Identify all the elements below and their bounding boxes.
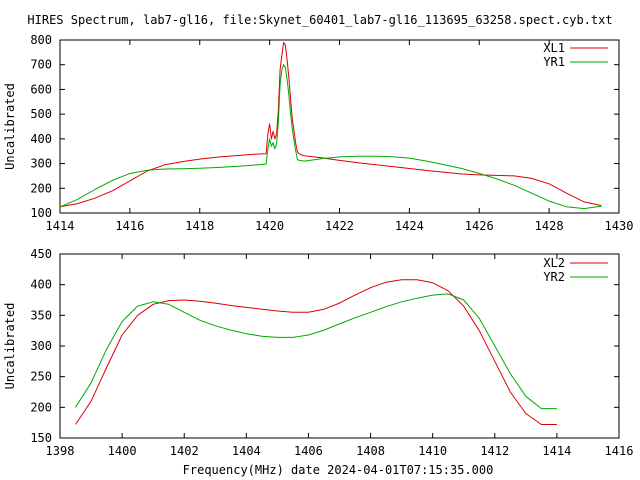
top-ytick-label: 200 — [30, 181, 52, 195]
top-xtick-label: 1428 — [535, 219, 564, 233]
bottom-xtick-label: 1400 — [108, 444, 137, 458]
bottom-plot-ylabel: Uncalibrated — [3, 303, 17, 390]
bottom-plot-frame — [59, 253, 620, 439]
top-ytick-label: 300 — [30, 157, 52, 171]
bottom-xtick-label: 1416 — [605, 444, 634, 458]
series-line-xl1 — [59, 42, 602, 208]
bottom-xtick-label: 1410 — [418, 444, 447, 458]
legend-label-yr1: YR1 — [543, 55, 565, 69]
top-xtick-label: 1418 — [185, 219, 214, 233]
bottom-plot: Uncalibrated 1398 1400 1402 1404 1406 1408 141… — [3, 247, 633, 458]
top-plot-frame — [59, 39, 620, 214]
top-xtick-label: 1422 — [325, 219, 354, 233]
bottom-plot-axes: 1398 1400 1402 1404 1406 1408 1410 1412 1414 1416… — [30, 247, 633, 458]
bottom-ytick-label: 450 — [30, 247, 52, 261]
bottom-ytick-label: 200 — [30, 400, 52, 414]
bottom-xtick-label: 1398 — [46, 444, 75, 458]
series-line-yr1 — [59, 64, 602, 210]
top-ytick-label: 400 — [30, 132, 52, 146]
bottom-ytick-label: 400 — [30, 278, 52, 292]
top-xtick-label: 1416 — [115, 219, 144, 233]
bottom-xtick-label: 1412 — [480, 444, 509, 458]
top-ytick-label: 700 — [30, 58, 52, 72]
legend-label-xl1: XL1 — [543, 41, 565, 55]
legend-label-yr2: YR2 — [543, 270, 565, 284]
top-ytick-label: 500 — [30, 107, 52, 121]
chart-title: HIRES Spectrum, lab7-gl16, file:Skynet_6… — [27, 13, 612, 27]
bottom-ytick-label: 250 — [30, 370, 52, 384]
bottom-xtick-label: 1406 — [294, 444, 323, 458]
bottom-ytick-label: 300 — [30, 339, 52, 353]
top-xtick-label: 1424 — [395, 219, 424, 233]
bottom-ytick-label: 350 — [30, 308, 52, 322]
series-line-yr2 — [75, 293, 557, 410]
top-xtick-label: 1430 — [605, 219, 634, 233]
bottom-xtick-label: 1408 — [356, 444, 385, 458]
bottom-xtick-label: 1404 — [232, 444, 261, 458]
bottom-ytick-label: 150 — [30, 431, 52, 445]
bottom-xtick-label: 1414 — [542, 444, 571, 458]
top-plot-legend: XL1 YR1 — [543, 41, 608, 69]
bottom-plot-legend: XL2 YR2 — [543, 256, 608, 284]
top-xtick-label: 1426 — [465, 219, 494, 233]
top-xtick-label: 1420 — [255, 219, 284, 233]
top-xtick-label: 1414 — [46, 219, 75, 233]
top-plot-series — [59, 42, 602, 210]
bottom-plot-series — [75, 279, 557, 425]
top-plot: Uncalibrated 1414 1416 1418 1420 1422 1424 142… — [3, 33, 633, 233]
bottom-xtick-label: 1402 — [170, 444, 199, 458]
top-plot-ylabel: Uncalibrated — [3, 83, 17, 170]
top-ytick-label: 800 — [30, 33, 52, 47]
series-line-xl2 — [75, 279, 557, 425]
legend-label-xl2: XL2 — [543, 256, 565, 270]
top-ytick-label: 100 — [30, 206, 52, 220]
top-ytick-label: 600 — [30, 82, 52, 96]
top-plot-axes: 1414 1416 1418 1420 1422 1424 1426 1428 1430 100 2… — [30, 33, 633, 233]
x-axis-label: Frequency(MHz) date 2024-04-01T07:15:35.… — [183, 463, 494, 477]
